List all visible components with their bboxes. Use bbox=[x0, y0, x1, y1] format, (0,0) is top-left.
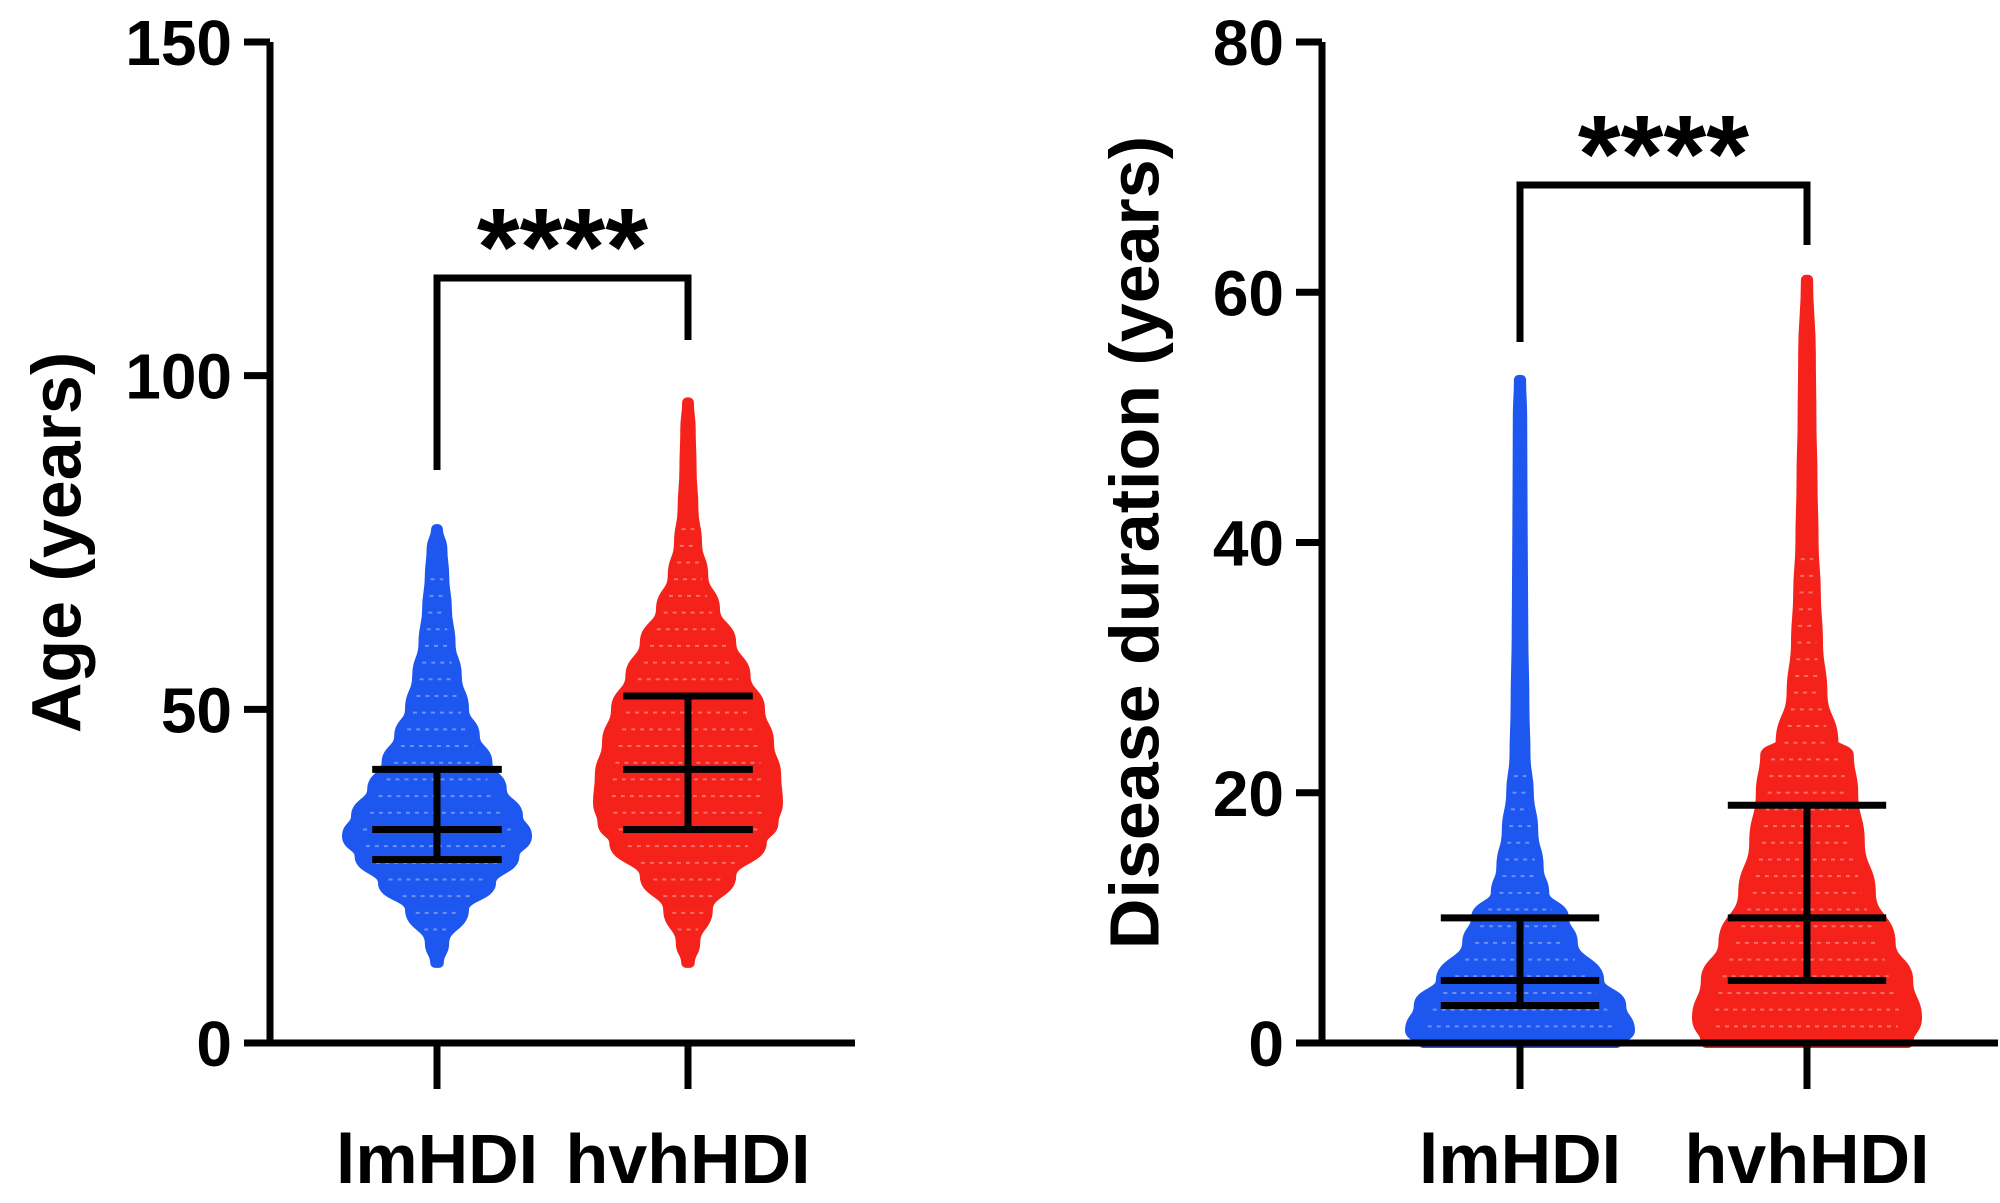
y-axis-title: Age (years) bbox=[17, 352, 95, 733]
x-tick-label-lmhdi: lmHDI bbox=[336, 1120, 538, 1198]
violin-body-hvhhdi bbox=[593, 397, 783, 968]
significance-bracket bbox=[1516, 181, 1811, 342]
y-tick-label: 150 bbox=[125, 7, 232, 79]
x-tick-label-lmhdi: lmHDI bbox=[1419, 1120, 1621, 1198]
violin-lmhdi bbox=[1405, 374, 1635, 1049]
violin-body-hvhhdi bbox=[1692, 274, 1922, 1048]
y-tick-label: 40 bbox=[1213, 508, 1284, 580]
duration-violin-panel: 0 20 40 60 80 lmHDI hvhHDI Disease duration (ye… bbox=[1095, 7, 1998, 1198]
age-violin-panel: 0 50 100 150 lmHDI hvhHDI Age (years) **** bbox=[17, 7, 855, 1198]
significance-label: **** bbox=[477, 186, 648, 309]
y-axis-title: Disease duration (years) bbox=[1095, 136, 1173, 949]
significance-bracket bbox=[433, 274, 692, 470]
y-tick-label: 0 bbox=[1248, 1008, 1284, 1080]
y-tick-label: 50 bbox=[161, 674, 232, 746]
violin-hvhhdi bbox=[1692, 274, 1922, 1048]
y-tick-label: 60 bbox=[1213, 257, 1284, 329]
violin-lmhdi bbox=[342, 524, 532, 968]
violin-body-lmhdi bbox=[342, 524, 532, 968]
y-tick-label: 0 bbox=[196, 1008, 232, 1080]
y-tick-label: 80 bbox=[1213, 7, 1284, 79]
y-tick-label: 100 bbox=[125, 341, 232, 413]
x-tick-label-hvhhdi: hvhHDI bbox=[566, 1120, 811, 1198]
y-tick-label: 20 bbox=[1213, 758, 1284, 830]
x-tick-label-hvhhdi: hvhHDI bbox=[1685, 1120, 1930, 1198]
significance-label: **** bbox=[1578, 93, 1749, 216]
violin-hvhhdi bbox=[593, 397, 783, 968]
